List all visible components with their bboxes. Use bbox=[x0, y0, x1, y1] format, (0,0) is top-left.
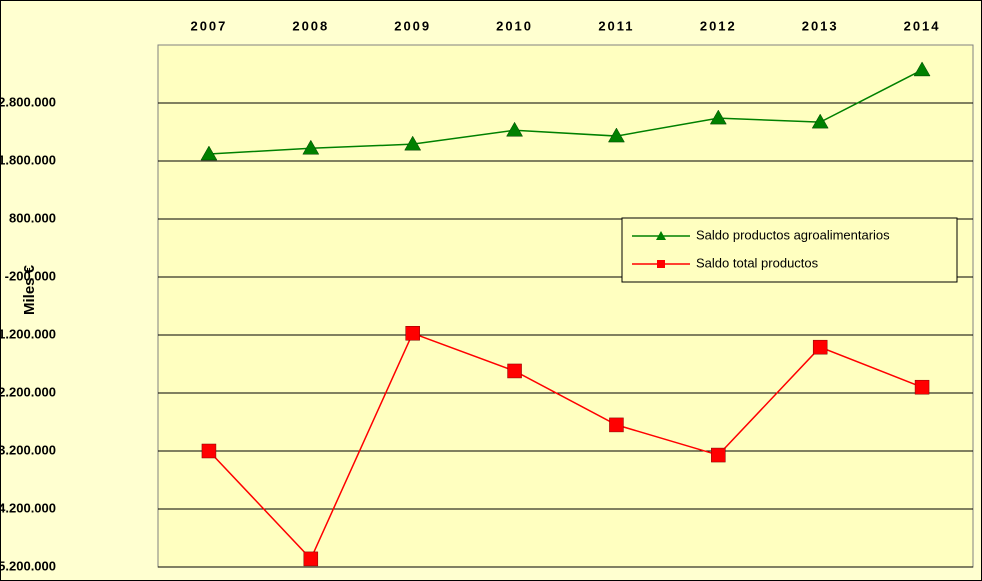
legend-label: Saldo total productos bbox=[696, 255, 819, 270]
legend: Saldo productos agroalimentarios Saldo to… bbox=[621, 217, 958, 283]
marker bbox=[302, 139, 320, 155]
series-line bbox=[208, 332, 923, 561]
marker bbox=[913, 61, 931, 77]
marker bbox=[709, 109, 727, 125]
y-tick-label: -3.200.000 bbox=[0, 442, 56, 457]
marker bbox=[405, 326, 420, 341]
y-tick-label: -200.000 bbox=[5, 268, 56, 283]
marker bbox=[201, 443, 217, 459]
legend-marker bbox=[657, 260, 665, 268]
x-tick-label: 2014 bbox=[904, 18, 941, 33]
marker bbox=[608, 127, 625, 143]
y-tick-label: 800.000 bbox=[9, 210, 56, 225]
plot-area bbox=[157, 44, 974, 568]
legend-box bbox=[621, 217, 958, 283]
marker bbox=[506, 121, 523, 137]
y-tick-label: -4.200.000 bbox=[0, 500, 56, 515]
x-tick-label: 2010 bbox=[496, 18, 533, 33]
y-tick-label: -2.200.000 bbox=[0, 384, 56, 399]
y-axis-label: Miles € bbox=[21, 264, 38, 315]
y-tick-label: -1.200.000 bbox=[0, 326, 56, 341]
marker bbox=[811, 113, 829, 129]
marker bbox=[711, 447, 726, 463]
marker bbox=[303, 551, 319, 567]
y-tick-label: 1.800.000 bbox=[0, 152, 56, 167]
marker bbox=[200, 145, 218, 161]
y-tick-label: 2.800.000 bbox=[0, 94, 56, 109]
y-tick-label: -5.200.000 bbox=[0, 558, 56, 573]
marker bbox=[404, 135, 422, 151]
marker bbox=[812, 339, 828, 355]
x-tick-label: 2007 bbox=[190, 18, 227, 33]
legend-label: Saldo productos agroalimentarios bbox=[696, 227, 890, 242]
x-tick-label: 2011 bbox=[598, 18, 634, 33]
x-tick-label: 2012 bbox=[700, 18, 737, 33]
x-tick-label: 2013 bbox=[802, 18, 839, 33]
marker bbox=[609, 417, 624, 433]
series-line bbox=[208, 69, 923, 155]
marker bbox=[507, 363, 522, 379]
marker bbox=[914, 379, 930, 395]
x-tick-label: 2008 bbox=[292, 18, 329, 33]
legend-marker bbox=[656, 231, 666, 240]
x-tick-label: 2009 bbox=[394, 18, 431, 33]
